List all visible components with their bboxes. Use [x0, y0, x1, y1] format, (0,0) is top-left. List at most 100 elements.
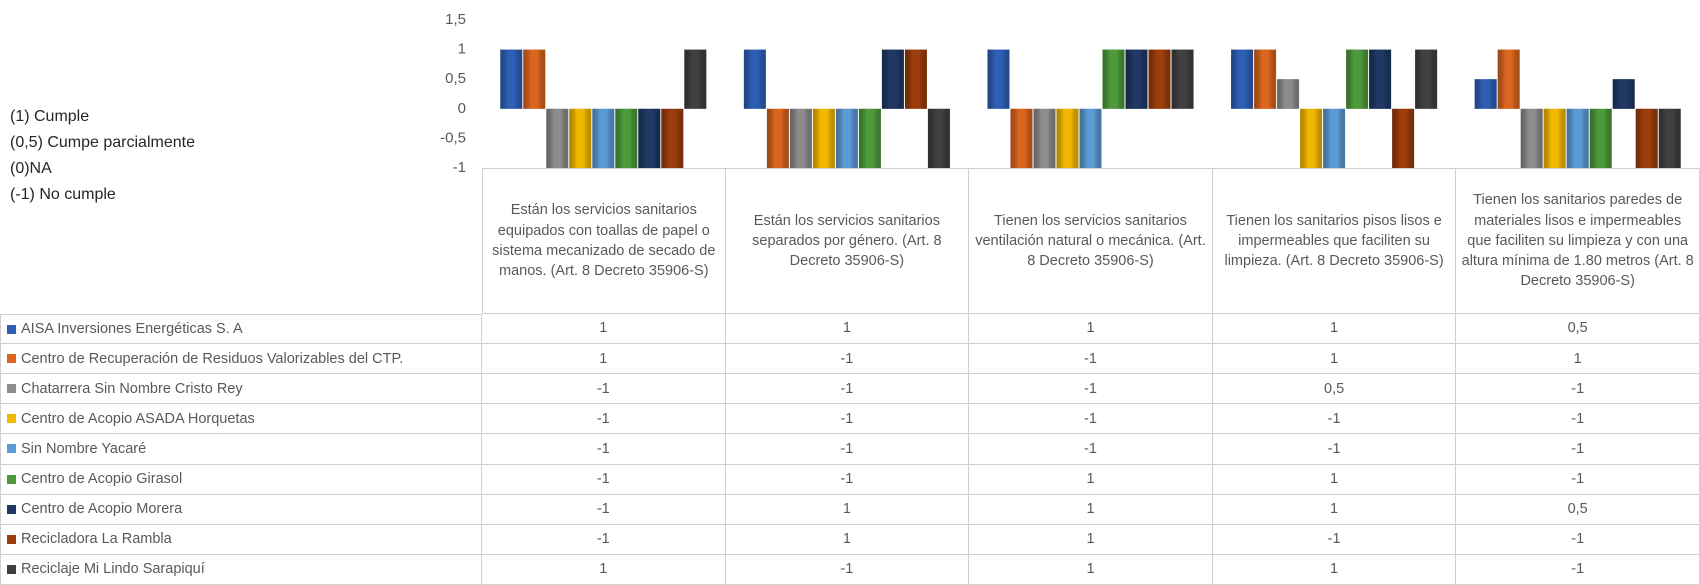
table-value: 0,5	[1212, 374, 1457, 405]
table-value: -1	[482, 494, 726, 525]
bar-shade	[1415, 49, 1438, 109]
table-value: -1	[969, 374, 1213, 405]
table-value: 1	[1212, 314, 1457, 345]
table-value: 1	[482, 344, 726, 375]
y-tick-label: 1,5	[445, 11, 466, 28]
legend-key	[7, 324, 16, 334]
table-value: 1	[1212, 464, 1457, 495]
bar-shade	[1148, 49, 1171, 109]
legend-label: Reciclaje Mi Lindo Sarapiquí	[21, 561, 205, 578]
legend-note: (0)NA	[10, 160, 52, 177]
table-value: -1	[725, 404, 970, 435]
table-value: -1	[1456, 464, 1700, 495]
table-value: 1	[969, 494, 1213, 525]
bar-shade	[523, 49, 546, 109]
category-header: Están los servicios sanitarios separados…	[725, 168, 970, 314]
table-value: 1	[969, 524, 1213, 555]
bar-shade	[1125, 49, 1148, 109]
bar-shade	[835, 108, 858, 168]
table-value: -1	[725, 374, 970, 405]
bar-shade	[1010, 108, 1033, 168]
table-value: 1	[725, 494, 970, 525]
bar-shade	[1635, 108, 1658, 168]
legend-note: (1) Cumple	[10, 108, 90, 125]
legend-note: (-1) No cumple	[10, 186, 116, 203]
table-value: -1	[482, 434, 726, 465]
y-tick-label: 0	[458, 100, 466, 117]
table-value: 0,5	[1456, 314, 1700, 345]
bar-shade	[927, 108, 950, 168]
bar-shade	[789, 108, 812, 168]
bar-shade	[1566, 108, 1589, 168]
bar-shade	[858, 108, 881, 168]
legend-key	[7, 504, 16, 514]
table-value: 1	[969, 554, 1213, 585]
bar-shade	[615, 108, 638, 168]
table-value: -1	[1456, 554, 1700, 585]
bar-shade	[1254, 49, 1277, 109]
legend-key	[7, 534, 16, 544]
series-row-label: Centro de Acopio Girasol	[0, 464, 482, 495]
table-value: -1	[1456, 374, 1700, 405]
table-value: -1	[482, 404, 726, 435]
legend-key	[7, 354, 16, 364]
table-value: -1	[1212, 434, 1457, 465]
legend-key	[7, 474, 16, 484]
table-value: 0,5	[1456, 494, 1700, 525]
bar-shade	[1474, 79, 1497, 109]
bar-shade	[812, 108, 835, 168]
bar-shade	[1369, 49, 1392, 109]
bar-shade	[1392, 108, 1415, 168]
table-value: -1	[725, 554, 970, 585]
legend-label: Centro de Acopio ASADA Horquetas	[21, 410, 255, 427]
legend-label: AISA Inversiones Energéticas S. A	[21, 320, 243, 337]
legend-label: Recicladora La Rambla	[21, 531, 172, 548]
table-value: -1	[482, 374, 726, 405]
bar-shade	[592, 108, 615, 168]
legend-key	[7, 384, 16, 394]
bar-shade	[661, 108, 684, 168]
category-header: Tienen los servicios sanitarios ventilac…	[969, 168, 1213, 314]
bar-shade	[1497, 49, 1520, 109]
series-row-label: Recicladora La Rambla	[0, 524, 482, 555]
series-row-label: Chatarrera Sin Nombre Cristo Rey	[0, 374, 482, 405]
bar-shade	[500, 49, 523, 109]
legend-key	[7, 444, 16, 454]
bar-shade	[1033, 108, 1056, 168]
bar-shade	[881, 49, 904, 109]
bar-shade	[1171, 49, 1194, 109]
table-value: -1	[969, 434, 1213, 465]
bar-shade	[684, 49, 707, 109]
table-value: -1	[482, 524, 726, 555]
table-value: -1	[969, 404, 1213, 435]
table-value: 1	[482, 314, 726, 345]
table-value: -1	[725, 434, 970, 465]
series-row-label: Centro de Acopio Morera	[0, 494, 482, 525]
table-value: -1	[1456, 524, 1700, 555]
category-header: Tienen los sanitarios paredes de materia…	[1456, 168, 1700, 314]
legend-label: Centro de Recuperación de Residuos Valor…	[21, 350, 404, 367]
bar-shade	[1346, 49, 1369, 109]
bar-shade	[1543, 108, 1566, 168]
bar-shade	[569, 108, 592, 168]
series-row-label: Sin Nombre Yacaré	[0, 434, 482, 465]
table-value: 1	[969, 314, 1213, 345]
bar-shade	[904, 49, 927, 109]
legend-key	[7, 414, 16, 424]
bar-shade	[1102, 49, 1125, 109]
bar-shade	[1520, 108, 1543, 168]
legend-label: Centro de Acopio Girasol	[21, 470, 183, 487]
table-value: -1	[1456, 434, 1700, 465]
bar-shade	[1323, 108, 1346, 168]
bar-shade	[1079, 108, 1102, 168]
bar-shade	[743, 49, 766, 109]
series-row-label: Reciclaje Mi Lindo Sarapiquí	[0, 554, 482, 585]
bar-shade	[638, 108, 661, 168]
category-header: Están los servicios sanitarios equipados…	[482, 168, 726, 314]
legend-key	[7, 564, 16, 574]
table-value: 1	[725, 524, 970, 555]
y-tick-label: -0,5	[440, 129, 466, 146]
table-value: 1	[1212, 554, 1457, 585]
